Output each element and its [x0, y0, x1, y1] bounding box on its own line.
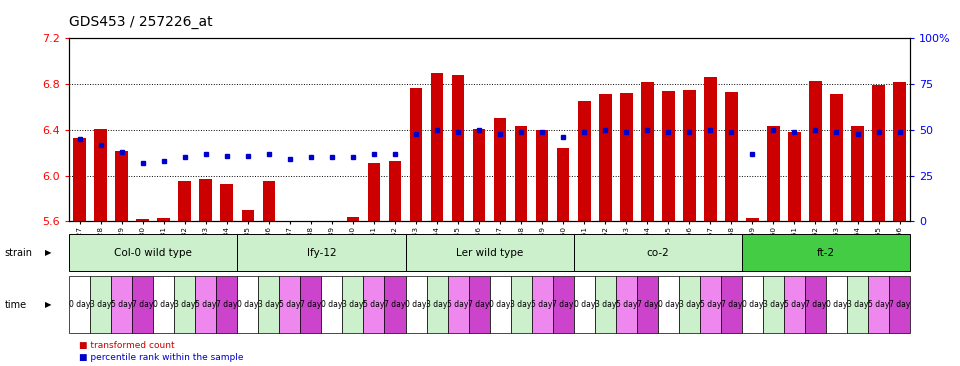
Bar [725, 92, 737, 221]
Text: 3 day: 3 day [343, 300, 364, 309]
Text: 3 day: 3 day [90, 300, 111, 309]
Bar [389, 161, 401, 221]
Bar [830, 94, 843, 221]
Text: 5 day: 5 day [111, 300, 132, 309]
Bar [325, 221, 338, 229]
Text: 0 day: 0 day [69, 300, 90, 309]
Text: 0 day: 0 day [742, 300, 763, 309]
Bar [599, 94, 612, 221]
Text: 5 day: 5 day [783, 300, 805, 309]
Text: 0 day: 0 day [573, 300, 595, 309]
Bar [788, 132, 801, 221]
Text: Ler wild type: Ler wild type [456, 247, 523, 258]
Text: 7 day: 7 day [553, 300, 574, 309]
Bar [304, 221, 317, 229]
Bar [515, 127, 527, 221]
Text: 0 day: 0 day [826, 300, 847, 309]
Text: ft-2: ft-2 [817, 247, 835, 258]
Text: 3 day: 3 day [763, 300, 784, 309]
Bar [452, 75, 465, 221]
Bar [242, 210, 254, 221]
Bar [410, 87, 422, 221]
Text: 0 day: 0 day [153, 300, 175, 309]
Text: 7 day: 7 day [889, 300, 910, 309]
Bar [557, 148, 569, 221]
Text: strain: strain [5, 247, 33, 258]
Bar [578, 101, 590, 221]
Text: 5 day: 5 day [447, 300, 468, 309]
Text: 3 day: 3 day [426, 300, 447, 309]
Text: 0 day: 0 day [237, 300, 258, 309]
Text: 7 day: 7 day [216, 300, 237, 309]
Bar [493, 119, 507, 221]
Text: ▶: ▶ [45, 248, 51, 257]
Text: 0 day: 0 day [322, 300, 343, 309]
Text: 7 day: 7 day [468, 300, 490, 309]
Text: GDS453 / 257226_at: GDS453 / 257226_at [69, 15, 213, 29]
Text: 3 day: 3 day [174, 300, 196, 309]
Bar [73, 138, 86, 221]
Bar [283, 221, 297, 227]
Bar [115, 150, 128, 221]
Bar [746, 218, 758, 221]
Bar [221, 184, 233, 221]
Text: 5 day: 5 day [363, 300, 385, 309]
Text: 3 day: 3 day [847, 300, 868, 309]
Bar [94, 129, 107, 221]
Text: ■ transformed count: ■ transformed count [79, 341, 175, 350]
Text: 5 day: 5 day [615, 300, 636, 309]
Bar [662, 91, 675, 221]
Text: lfy-12: lfy-12 [306, 247, 336, 258]
Text: 7 day: 7 day [721, 300, 742, 309]
Bar [641, 82, 654, 221]
Bar [620, 93, 633, 221]
Bar [809, 81, 822, 221]
Text: 0 day: 0 day [658, 300, 679, 309]
Bar [704, 77, 717, 221]
Text: co-2: co-2 [646, 247, 669, 258]
Bar [262, 182, 276, 221]
Text: 7 day: 7 day [804, 300, 827, 309]
Bar [536, 130, 548, 221]
Bar [179, 182, 191, 221]
Text: 3 day: 3 day [511, 300, 532, 309]
Text: 3 day: 3 day [258, 300, 279, 309]
Text: 5 day: 5 day [700, 300, 721, 309]
Text: 7 day: 7 day [300, 300, 322, 309]
Text: time: time [5, 300, 27, 310]
Text: 7 day: 7 day [384, 300, 406, 309]
Bar [767, 127, 780, 221]
Bar [200, 179, 212, 221]
Text: 3 day: 3 day [679, 300, 700, 309]
Text: ▶: ▶ [45, 300, 51, 309]
Text: Col-0 wild type: Col-0 wild type [114, 247, 192, 258]
Text: 0 day: 0 day [490, 300, 511, 309]
Bar [893, 82, 906, 221]
Text: 5 day: 5 day [279, 300, 300, 309]
Bar [873, 85, 885, 221]
Text: 5 day: 5 day [532, 300, 553, 309]
Bar [472, 129, 486, 221]
Text: 0 day: 0 day [405, 300, 426, 309]
Text: 5 day: 5 day [868, 300, 889, 309]
Bar [852, 127, 864, 221]
Bar [157, 218, 170, 221]
Bar [431, 73, 444, 221]
Text: 7 day: 7 day [132, 300, 154, 309]
Bar [368, 163, 380, 221]
Bar [683, 90, 696, 221]
Text: 3 day: 3 day [594, 300, 616, 309]
Text: 5 day: 5 day [195, 300, 216, 309]
Bar [347, 217, 359, 221]
Text: 7 day: 7 day [636, 300, 658, 309]
Text: ■ percentile rank within the sample: ■ percentile rank within the sample [79, 354, 243, 362]
Bar [136, 219, 149, 221]
